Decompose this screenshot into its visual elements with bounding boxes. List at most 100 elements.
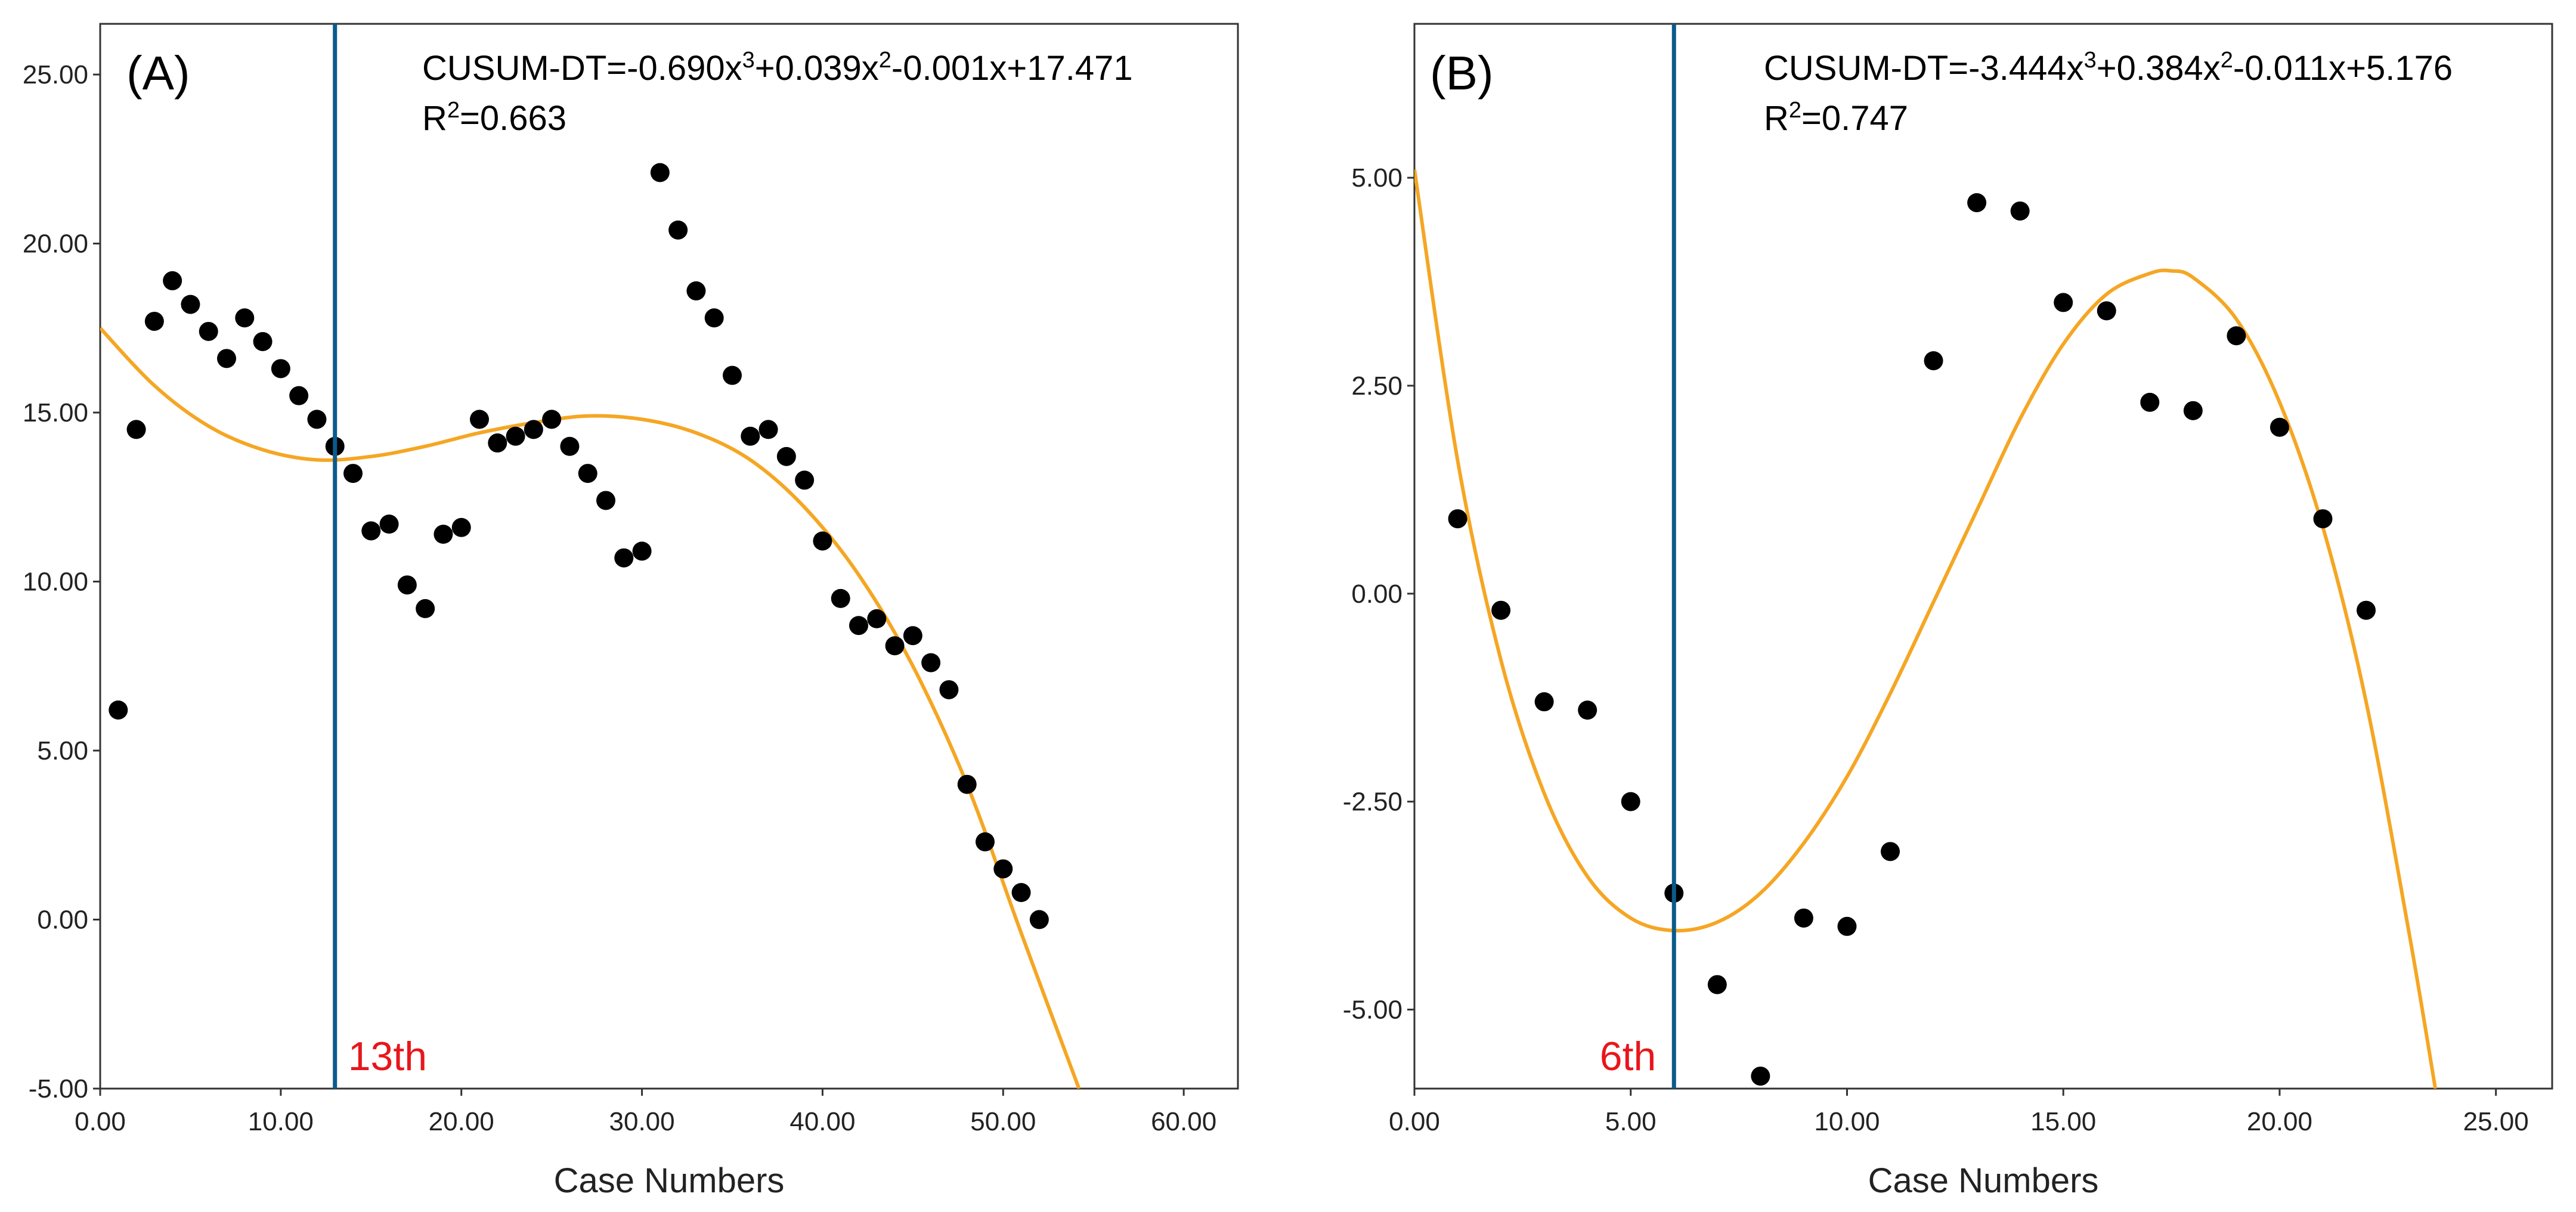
- x-tick-label-a: 20.00: [429, 1107, 494, 1136]
- data-point-a: [126, 420, 146, 439]
- data-point-a: [849, 616, 868, 636]
- equation-a-mid: +0.039x: [755, 49, 879, 88]
- x-tick-label-b: 5.00: [1605, 1107, 1657, 1136]
- data-point-a: [686, 281, 706, 300]
- data-point-a: [451, 517, 471, 537]
- y-tick-label-b: 0.00: [1351, 579, 1402, 609]
- data-point-b: [1578, 700, 1597, 720]
- r-squared-a-value: =0.663: [460, 99, 566, 138]
- data-point-b: [2183, 401, 2203, 420]
- data-point-a: [614, 548, 634, 568]
- x-tick-label-b: 20.00: [2247, 1107, 2312, 1136]
- data-point-a: [542, 410, 562, 429]
- data-point-b: [2140, 392, 2160, 412]
- data-point-b: [1707, 975, 1727, 994]
- panel-a: -5.00 0.00 5.00 10.00 15.00 20.00 25.00 0.00 10…: [23, 23, 1239, 1200]
- y-tick-label-a: -5.00: [29, 1074, 88, 1103]
- equation-a: CUSUM-DT=-0.690x3+0.039x2-0.001x+17.471: [422, 48, 1133, 88]
- x-tick-label-b: 25.00: [2463, 1107, 2529, 1136]
- x-tick-label-a: 40.00: [789, 1107, 855, 1136]
- points-layer-a: [109, 163, 1049, 929]
- data-point-a: [144, 311, 164, 331]
- data-point-a: [488, 433, 507, 453]
- y-tick-label-b: -2.50: [1343, 788, 1402, 817]
- r-squared-a: R2=0.663: [422, 98, 566, 138]
- data-point-a: [723, 365, 742, 385]
- x-axis-b: 0.00 5.00 10.00 15.00 20.00 25.00: [1389, 1089, 2529, 1136]
- x-tick-label-a: 30.00: [609, 1107, 675, 1136]
- data-point-a: [271, 359, 290, 379]
- y-tick-label-b: 2.50: [1351, 371, 1402, 401]
- data-point-b: [1837, 916, 1857, 936]
- y-tick-label-a: 10.00: [23, 568, 88, 597]
- x-tick-label-b: 0.00: [1389, 1107, 1440, 1136]
- data-point-a: [993, 859, 1013, 879]
- data-point-b: [1881, 842, 1900, 861]
- data-point-a: [470, 410, 489, 429]
- x-tick-label-b: 10.00: [1814, 1107, 1880, 1136]
- data-point-a: [668, 220, 688, 240]
- r-squared-a-sup: 2: [447, 98, 460, 123]
- data-point-a: [795, 470, 815, 490]
- r-squared-b-value: =0.747: [1801, 99, 1908, 138]
- equation-b-lhs: CUSUM-DT=-3.444x: [1764, 49, 2084, 88]
- data-point-b: [2227, 326, 2246, 346]
- panel-label-a: (A): [126, 47, 190, 100]
- data-point-a: [1011, 883, 1031, 903]
- data-point-a: [650, 163, 670, 182]
- data-point-b: [1621, 792, 1640, 811]
- data-point-a: [704, 308, 724, 328]
- r-squared-b-base: R: [1764, 99, 1789, 138]
- data-point-a: [379, 514, 399, 534]
- equation-a-rest: -0.001x+17.471: [891, 49, 1133, 88]
- x-axis-title-b: Case Numbers: [1868, 1161, 2099, 1200]
- y-tick-label-a: 25.00: [23, 60, 88, 89]
- data-point-a: [253, 331, 273, 351]
- data-point-b: [2270, 417, 2289, 437]
- equation-b-exp2: 2: [2221, 48, 2233, 73]
- data-point-a: [109, 700, 128, 720]
- data-point-b: [2054, 293, 2073, 312]
- equation-a-lhs: CUSUM-DT=-0.690x: [422, 49, 742, 88]
- y-tick-label-b: 5.00: [1351, 163, 1402, 193]
- data-point-a: [776, 447, 796, 466]
- data-point-b: [1534, 692, 1554, 712]
- fit-curve-a: [100, 327, 1081, 1089]
- x-tick-label-b: 15.00: [2030, 1107, 2096, 1136]
- y-tick-label-b: -5.00: [1343, 995, 1402, 1024]
- data-point-a: [867, 609, 887, 628]
- data-point-b: [1491, 600, 1511, 620]
- data-point-a: [957, 774, 977, 794]
- data-point-a: [235, 308, 255, 328]
- fit-curve-layer-a: [100, 327, 1081, 1089]
- x-axis-title-a: Case Numbers: [554, 1161, 785, 1200]
- data-point-a: [813, 531, 832, 551]
- x-tick-label-a: 60.00: [1151, 1107, 1216, 1136]
- y-tick-label-a: 0.00: [37, 906, 88, 935]
- r-squared-a-base: R: [422, 99, 447, 138]
- y-tick-label-a: 5.00: [37, 736, 88, 765]
- panel-label-b: (B): [1430, 47, 1494, 100]
- data-point-a: [506, 426, 525, 446]
- data-point-b: [2010, 201, 2030, 221]
- equation-a-exp2: 2: [879, 48, 891, 73]
- data-point-b: [2313, 509, 2333, 529]
- r-squared-b: R2=0.747: [1764, 98, 1908, 138]
- data-point-a: [939, 680, 959, 699]
- equation-a-exp1: 3: [742, 48, 755, 73]
- data-point-a: [632, 541, 652, 561]
- data-point-a: [361, 521, 381, 541]
- data-point-a: [199, 321, 218, 341]
- data-point-a: [181, 295, 200, 314]
- data-point-a: [831, 588, 850, 608]
- data-point-a: [976, 832, 995, 852]
- data-point-a: [397, 575, 417, 595]
- plot-frame-a: [99, 23, 1239, 1090]
- data-point-a: [1029, 910, 1049, 929]
- data-point-b: [1794, 908, 1813, 928]
- x-tick-label-a: 10.00: [248, 1107, 314, 1136]
- data-point-a: [307, 410, 327, 429]
- data-point-a: [758, 420, 778, 439]
- data-point-a: [343, 464, 363, 483]
